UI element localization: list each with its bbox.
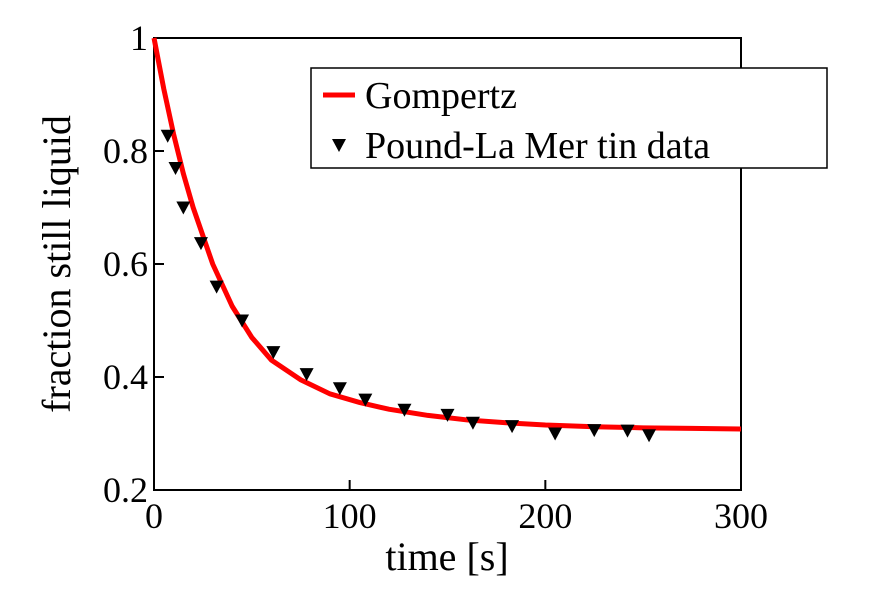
marker <box>358 393 373 407</box>
marker <box>176 201 191 215</box>
marker <box>642 429 657 443</box>
y-tick-label: 0.4 <box>103 357 148 397</box>
marker <box>299 368 314 382</box>
marker <box>548 427 563 441</box>
marker <box>209 280 224 294</box>
y-tick-label: 1 <box>130 18 148 58</box>
marker <box>440 408 455 422</box>
marker <box>332 382 347 396</box>
y-tick-label: 0.6 <box>103 244 148 284</box>
marker <box>193 237 208 251</box>
legend-box <box>310 67 828 169</box>
legend-marker <box>332 139 346 152</box>
marker <box>266 346 281 360</box>
x-tick-label: 300 <box>714 496 768 536</box>
marker <box>505 420 520 434</box>
legend-label: Pound-La Mer tin data <box>365 125 710 167</box>
marker <box>465 416 480 430</box>
x-tick-label: 200 <box>518 496 572 536</box>
y-tick-label: 0.2 <box>103 470 148 510</box>
marker <box>620 424 635 438</box>
curve <box>151 37 742 432</box>
marker <box>587 424 602 438</box>
marker <box>168 161 183 175</box>
x-tick-label: 100 <box>323 496 377 536</box>
y-axis-label: fraction still liquid <box>34 115 79 413</box>
y-tick-label: 0.8 <box>103 131 148 171</box>
x-axis-label: time [s] <box>385 534 508 579</box>
x-tick-label: 0 <box>145 496 163 536</box>
legend-label: Gompertz <box>365 75 517 117</box>
marker <box>160 129 175 143</box>
marker <box>397 403 412 417</box>
marker <box>235 314 250 328</box>
